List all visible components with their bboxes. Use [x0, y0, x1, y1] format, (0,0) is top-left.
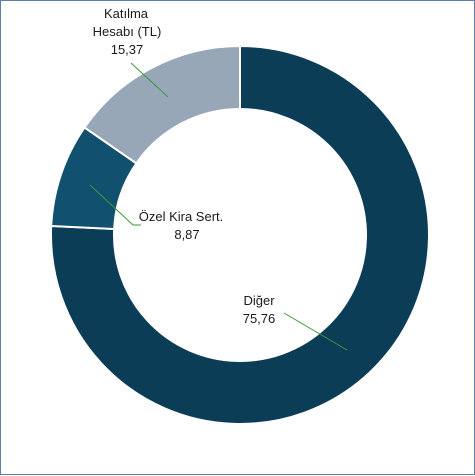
slice-label-katilma-line1: Katılma — [104, 6, 149, 21]
leader-line-katilma — [130, 62, 169, 98]
leader-lines — [89, 62, 348, 351]
leader-line-diger — [283, 312, 348, 351]
slice-value-ozel-kira: 8,87 — [174, 227, 199, 242]
slice-katilma — [83, 44, 241, 165]
slice-label-diger: Diğer — [243, 293, 275, 308]
slice-value-diger: 75,76 — [243, 311, 276, 326]
donut-slices — [50, 44, 430, 425]
slice-label-ozel-kira: Özel Kira Sert. — [139, 209, 224, 224]
leader-line-ozel-kira — [89, 184, 141, 226]
slice-label-katilma-line2: Hesabı (TL) — [93, 24, 162, 39]
slice-diger — [50, 44, 430, 425]
slice-value-katilma: 15,37 — [111, 42, 144, 57]
